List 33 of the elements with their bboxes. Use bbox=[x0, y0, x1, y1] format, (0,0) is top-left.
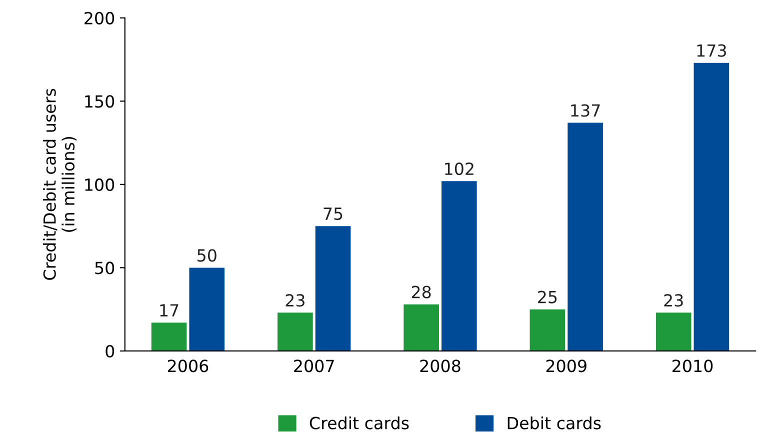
data-label: 23 bbox=[664, 294, 683, 307]
x-tick-label: 2009 bbox=[546, 360, 586, 372]
bar bbox=[530, 309, 566, 351]
y-tick-label: 0 bbox=[106, 344, 114, 358]
y-tick-label: 200 bbox=[84, 12, 114, 24]
data-label: 17 bbox=[160, 304, 178, 316]
bar bbox=[442, 181, 477, 351]
x-tick-label: 2007 bbox=[294, 360, 334, 372]
data-label: 137 bbox=[571, 104, 600, 117]
x-tick-label: 2006 bbox=[168, 360, 208, 372]
data-label: 173 bbox=[697, 44, 726, 57]
bar bbox=[656, 312, 692, 351]
bar bbox=[694, 62, 730, 351]
data-label: 50 bbox=[198, 249, 216, 262]
bar bbox=[278, 312, 313, 351]
bar bbox=[189, 268, 225, 351]
y-tick-label: 50 bbox=[95, 262, 114, 274]
y-axis-title: Credit/Debit card users (in millions) bbox=[43, 88, 77, 280]
data-label: 102 bbox=[445, 162, 474, 176]
bar bbox=[404, 304, 439, 351]
x-tick-label: 2008 bbox=[420, 360, 460, 372]
data-label: 23 bbox=[286, 294, 304, 307]
bar bbox=[151, 322, 187, 351]
data-label: 75 bbox=[324, 208, 342, 220]
y-tick-label: 100 bbox=[85, 178, 114, 191]
data-label: 25 bbox=[538, 290, 557, 304]
y-tick-label: 150 bbox=[85, 95, 114, 108]
legend-label: Credit cards bbox=[310, 416, 409, 430]
bar bbox=[568, 122, 603, 351]
x-tick-label: 2010 bbox=[672, 360, 713, 372]
bar bbox=[315, 226, 351, 351]
data-label: 28 bbox=[412, 286, 431, 298]
legend-label: Debit cards bbox=[508, 416, 601, 430]
